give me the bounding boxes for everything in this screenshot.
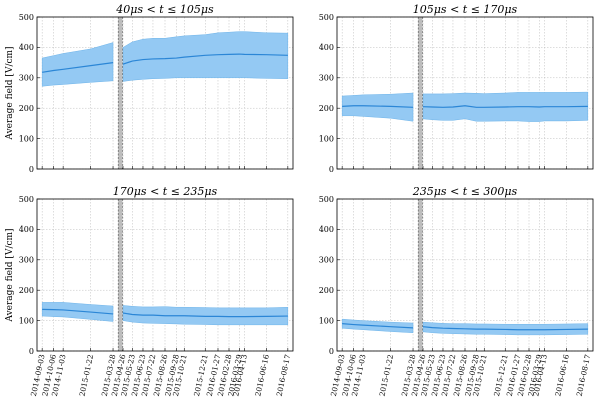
x-tick-label: 2016-06-16 <box>253 353 271 397</box>
y-tick-label: 100 <box>19 134 34 143</box>
mean-line-0-1 <box>422 326 588 331</box>
y-tick-label: 400 <box>319 43 334 52</box>
y-tick-label: 500 <box>319 13 334 22</box>
gap-band <box>418 17 423 169</box>
gap-band <box>118 199 123 351</box>
y-tick-label: 300 <box>319 256 334 265</box>
y-tick-label: 200 <box>19 286 34 295</box>
y-tick-label: 0 <box>329 347 334 356</box>
x-tick-label: 2015-01-22 <box>77 354 95 398</box>
uncertainty-band-0-0 <box>41 302 114 322</box>
chart-title: 235μs < t ≤ 300μs <box>412 185 518 198</box>
mean-line-0-1 <box>122 53 288 65</box>
y-axis-label: Average field [V/cm] <box>5 228 15 322</box>
uncertainty-band-0-0 <box>41 42 114 87</box>
y-axis-label: Average field [V/cm] <box>5 46 15 140</box>
y-tick-label: 100 <box>19 316 34 325</box>
y-tick-label: 0 <box>29 347 34 356</box>
y-tick-label: 400 <box>319 225 334 234</box>
y-tick-label: 400 <box>19 225 34 234</box>
x-tick-label: 2016-08-17 <box>575 353 593 397</box>
chart-title: 105μs < t ≤ 170μs <box>413 3 518 16</box>
y-tick-label: 200 <box>319 286 334 295</box>
chart-title: 40μs < t ≤ 105μs <box>115 3 214 16</box>
y-tick-label: 200 <box>19 104 34 113</box>
y-tick-label: 100 <box>319 316 334 325</box>
x-tick-label: 2015-01-22 <box>377 354 395 398</box>
y-tick-label: 500 <box>319 195 334 204</box>
mean-line-0-0 <box>42 308 114 315</box>
panel-top-right: 0 100 200 300 400 500 105μs < t ≤ 170μs <box>319 3 594 174</box>
mean-line-0-0 <box>42 62 114 73</box>
uncertainty-band-0-1 <box>122 305 289 326</box>
y-tick-label: 300 <box>19 256 34 265</box>
uncertainty-band-0-1 <box>422 321 589 336</box>
panel-bottom-left: 01002003004005002014-09-032014-10-062014… <box>5 185 294 398</box>
mean-line-0-1 <box>423 105 588 108</box>
mean-line-0-0 <box>342 105 414 108</box>
y-tick-label: 500 <box>19 195 34 204</box>
chart-title: 170μs < t ≤ 235μs <box>113 185 218 198</box>
y-tick-label: 300 <box>319 74 334 83</box>
x-tick-label: 2016-08-17 <box>275 353 293 397</box>
y-tick-label: 0 <box>329 165 334 174</box>
panel-bottom-right: 01002003004005002014-09-032014-10-062014… <box>319 185 594 398</box>
y-tick-label: 400 <box>19 43 34 52</box>
uncertainty-band-0-0 <box>341 92 414 122</box>
y-tick-label: 100 <box>319 134 334 143</box>
x-tick-label: 2016-06-16 <box>553 353 571 397</box>
mean-line-0-1 <box>122 312 288 318</box>
mean-line-0-0 <box>342 323 414 329</box>
panel-top-left: 0 100 200 300 400 500 40μs < t ≤ 105μs Average … <box>5 3 294 174</box>
gap-band <box>418 199 423 351</box>
gap-band <box>118 17 123 169</box>
y-tick-label: 200 <box>319 104 334 113</box>
uncertainty-band-0-1 <box>122 31 289 82</box>
y-tick-label: 500 <box>19 13 34 22</box>
y-tick-label: 0 <box>29 165 34 174</box>
y-tick-label: 300 <box>19 74 34 83</box>
